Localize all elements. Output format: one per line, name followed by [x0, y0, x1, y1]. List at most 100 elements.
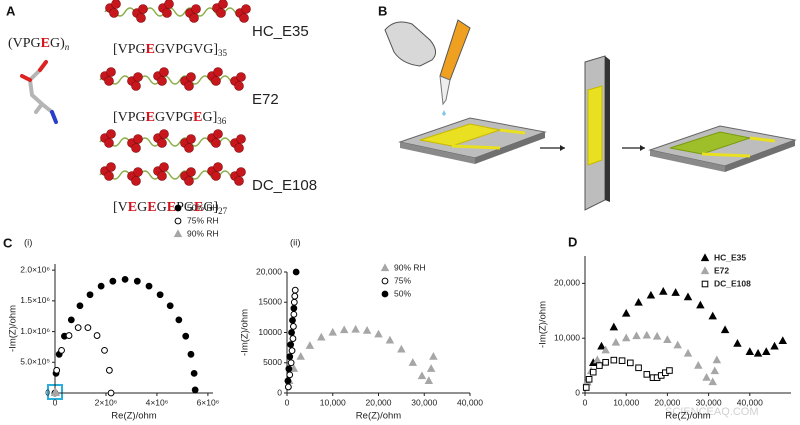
- x-tick-label: 10,000: [613, 397, 639, 407]
- point: [426, 364, 436, 372]
- point: [288, 329, 295, 336]
- y-tick-label: 1.5×10⁶: [20, 295, 50, 305]
- x-tick-label: 30,000: [411, 397, 437, 407]
- bead: [239, 13, 249, 23]
- residue-group: E: [128, 200, 137, 215]
- point: [712, 355, 722, 364]
- point: [611, 337, 621, 346]
- point: [708, 377, 717, 386]
- point: [305, 341, 315, 349]
- residue-group: G]: [203, 200, 218, 215]
- bead: [111, 0, 121, 9]
- panel-label: B: [378, 3, 387, 18]
- point: [778, 336, 788, 345]
- residue-group: PG: [176, 200, 194, 215]
- panel-label: C: [3, 235, 13, 250]
- point: [287, 359, 295, 367]
- legend-label: 90% RH: [187, 228, 219, 238]
- point: [634, 297, 643, 306]
- protein-chain: [99, 162, 246, 186]
- protein-chain: [104, 0, 251, 23]
- bead: [159, 162, 169, 172]
- point: [287, 341, 295, 349]
- point: [627, 359, 634, 367]
- x-tick-label: 40,000: [737, 397, 763, 407]
- x-tick-label: 0: [583, 397, 588, 407]
- legend-label: 90% RH: [394, 262, 426, 272]
- point: [635, 364, 642, 372]
- point: [609, 322, 619, 331]
- residue-group: E: [194, 200, 203, 215]
- point: [673, 340, 682, 349]
- bead: [136, 13, 146, 23]
- y-tick-label: 15000: [258, 297, 282, 307]
- bead: [133, 72, 143, 82]
- point: [290, 323, 297, 330]
- point: [694, 360, 703, 369]
- chart-title: (i): [24, 238, 32, 249]
- point: [643, 371, 651, 378]
- chart: 0 10,000 20,000 30,000 40,000 0 5000 10000 15000…: [240, 238, 484, 422]
- residue-group: [VPG: [113, 42, 146, 57]
- point: [582, 384, 590, 391]
- x-tick-label: 40,000: [457, 397, 483, 407]
- residue-group: E: [167, 200, 176, 215]
- point: [753, 348, 763, 357]
- bond: [38, 60, 48, 72]
- point: [290, 304, 298, 312]
- point: [93, 332, 101, 339]
- point: [597, 341, 606, 350]
- point: [191, 386, 199, 394]
- bond: [34, 102, 44, 114]
- point: [770, 341, 779, 350]
- legend-marker: [381, 277, 389, 285]
- point: [671, 288, 680, 296]
- point: [362, 326, 372, 334]
- bead: [157, 171, 167, 181]
- bond: [20, 74, 32, 82]
- point: [76, 302, 84, 310]
- legend-label: 75% RH: [187, 215, 219, 225]
- point: [702, 373, 711, 381]
- sequence: [VPGEGVPGEG]36: [113, 110, 227, 126]
- bead: [104, 138, 114, 148]
- bead: [218, 0, 228, 9]
- pipette-tip: [439, 75, 451, 106]
- bead: [131, 143, 141, 153]
- bead: [131, 81, 141, 91]
- legend-marker: [701, 280, 709, 288]
- point: [190, 369, 198, 377]
- bead: [234, 81, 244, 91]
- y-tick-label: 10000: [258, 327, 282, 337]
- point: [317, 332, 326, 341]
- residue-group: [V: [113, 200, 128, 215]
- bead: [189, 13, 199, 23]
- x-tick-label: 0: [53, 397, 58, 407]
- subscript: n: [65, 42, 70, 52]
- legend-marker: [380, 263, 390, 272]
- legend-label: 50%: [394, 288, 411, 298]
- point: [328, 327, 337, 336]
- point: [710, 366, 720, 375]
- x-tick-label: 6×10⁶: [197, 397, 220, 407]
- construct-name: DC_E108: [252, 177, 317, 194]
- bead: [236, 72, 246, 82]
- subscript: 27: [218, 206, 228, 216]
- residue-group: (VPG: [8, 36, 41, 51]
- point: [666, 367, 673, 374]
- residue-group: [VPG: [113, 110, 146, 125]
- point: [145, 282, 153, 290]
- residue-group: E: [41, 36, 50, 51]
- bead: [241, 4, 251, 14]
- point: [51, 388, 61, 396]
- point: [290, 310, 298, 318]
- residue-group: E: [146, 110, 155, 125]
- point: [602, 359, 609, 366]
- molecule: [20, 60, 58, 124]
- construct-name: HC_E35: [252, 23, 309, 40]
- bead: [159, 67, 169, 77]
- legend-label: HC_E35: [714, 252, 746, 262]
- bead: [216, 8, 226, 18]
- legend-label: 50% RH: [187, 202, 219, 212]
